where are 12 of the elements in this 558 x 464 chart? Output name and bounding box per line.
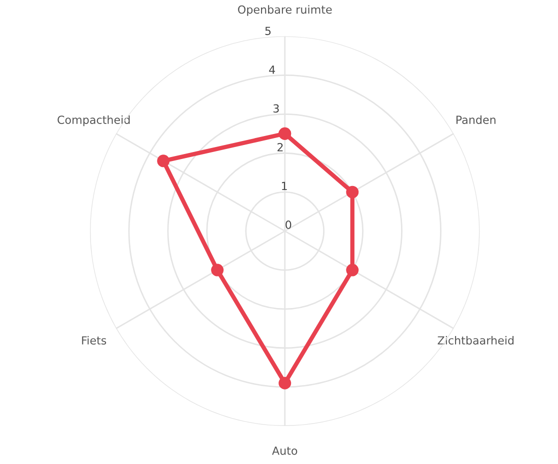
y-tick-label: 2: [278, 142, 283, 152]
spoke-label: Fiets: [82, 336, 106, 345]
y-tick-label: 3: [273, 104, 279, 113]
spoke-label: Compactheid: [58, 115, 130, 126]
y-tick-label: 1: [282, 182, 287, 190]
y-tick-label: 0: [286, 220, 292, 229]
y-tick-label: 5: [265, 26, 271, 36]
spoke-label: Zichtbaarheid: [438, 336, 514, 345]
y-tick-label: 4: [269, 66, 276, 74]
spoke-label: Panden: [456, 115, 496, 124]
spoke-label: Openbare ruimte: [238, 5, 332, 16]
spoke-label: Auto: [272, 446, 298, 455]
